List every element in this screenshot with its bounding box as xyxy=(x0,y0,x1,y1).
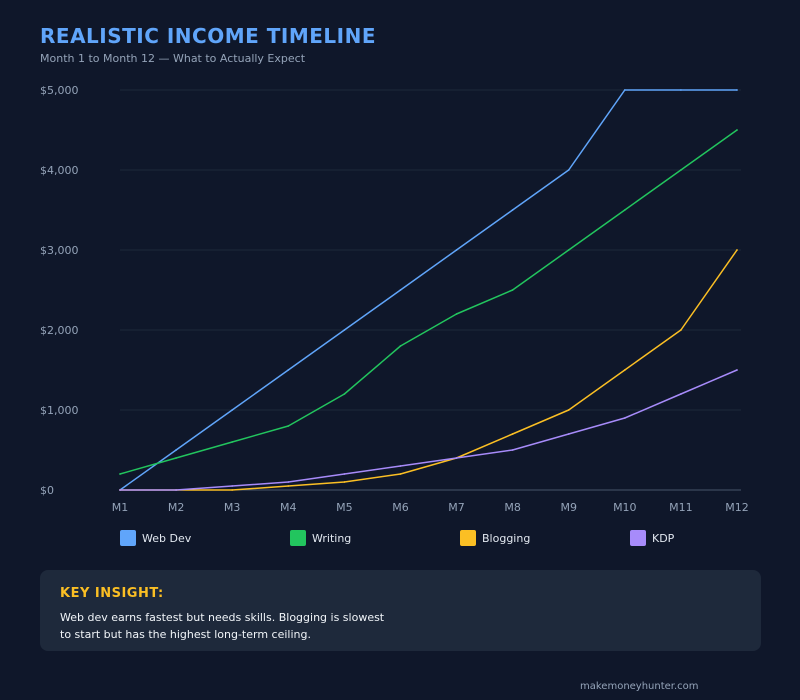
x-tick-label: M12 xyxy=(725,501,749,514)
legend-swatch-web-dev xyxy=(120,530,136,546)
y-tick-label: $2,000 xyxy=(40,324,79,337)
data-point-blogging xyxy=(287,485,290,487)
legend-label-blogging: Blogging xyxy=(482,531,531,545)
data-point-blogging xyxy=(680,329,682,331)
data-point-web-dev xyxy=(343,329,346,331)
legend-item-web-dev: Web Dev xyxy=(120,530,191,546)
data-point-web-dev xyxy=(455,249,458,251)
chart-title: REALISTIC INCOME TIMELINE xyxy=(40,24,376,48)
x-tick-label: M7 xyxy=(448,501,465,514)
data-point-web-dev xyxy=(736,89,738,91)
data-point-kdp xyxy=(399,465,402,467)
data-point-web-dev xyxy=(567,169,570,171)
series-line-kdp xyxy=(120,369,738,491)
legend-swatch-writing xyxy=(290,530,306,546)
series-line-blogging xyxy=(120,249,738,491)
data-point-blogging xyxy=(231,489,234,491)
key-insight-box: KEY INSIGHT: Web dev earns fastest but n… xyxy=(40,570,761,651)
data-point-kdp xyxy=(623,417,626,419)
x-tick-label: M10 xyxy=(613,501,637,514)
key-insight-line-1: Web dev earns fastest but needs skills. … xyxy=(60,611,385,624)
data-point-kdp xyxy=(680,393,682,395)
data-point-kdp xyxy=(455,457,458,459)
x-axis-ticks: M1 M2 M3 M4 M5 M6 M7 M8 M9 M10 M11 M12 xyxy=(112,501,749,514)
data-point-blogging xyxy=(511,433,514,435)
series-line-web-dev xyxy=(119,89,737,491)
data-point-writing xyxy=(399,345,402,347)
data-point-web-dev xyxy=(623,89,626,91)
data-point-kdp xyxy=(175,489,177,491)
data-point-web-dev xyxy=(511,209,514,211)
x-tick-label: M9 xyxy=(560,501,577,514)
key-insight-text: Web dev earns fastest but needs skills. … xyxy=(60,609,400,643)
y-tick-label: $4,000 xyxy=(40,164,79,177)
x-tick-label: M3 xyxy=(224,501,241,514)
y-tick-label: $3,000 xyxy=(40,244,79,257)
data-point-web-dev xyxy=(399,289,402,291)
data-point-kdp xyxy=(511,449,514,451)
y-tick-label: $5,000 xyxy=(40,84,79,97)
data-point-kdp xyxy=(287,481,290,483)
data-point-writing xyxy=(119,473,121,475)
data-point-writing xyxy=(680,169,682,171)
data-point-kdp xyxy=(231,485,234,487)
data-point-kdp xyxy=(119,489,121,491)
y-axis-ticks: $0 $1,000 $2,000 $3,000 $4,000 $5,000 xyxy=(40,84,79,497)
data-point-writing xyxy=(736,129,738,131)
data-point-web-dev xyxy=(287,369,290,371)
data-point-web-dev xyxy=(680,89,682,91)
data-point-blogging xyxy=(343,481,346,483)
data-point-blogging xyxy=(736,249,738,251)
data-point-writing xyxy=(511,289,514,291)
legend-label-kdp: KDP xyxy=(652,531,675,545)
x-tick-label: M5 xyxy=(336,501,353,514)
legend-label-writing: Writing xyxy=(312,531,352,545)
data-point-kdp xyxy=(567,433,570,435)
x-tick-label: M6 xyxy=(392,501,409,514)
y-tick-label: $0 xyxy=(40,484,54,497)
legend-swatch-blogging xyxy=(460,530,476,546)
legend-label-web-dev: Web Dev xyxy=(142,531,192,545)
x-tick-label: M1 xyxy=(112,501,129,514)
data-point-writing xyxy=(287,425,290,427)
data-point-web-dev xyxy=(175,449,177,451)
data-point-writing xyxy=(175,457,177,459)
data-point-kdp xyxy=(736,369,738,371)
key-insight-heading: KEY INSIGHT: xyxy=(60,586,164,601)
data-point-kdp xyxy=(343,473,346,475)
y-tick-label: $1,000 xyxy=(40,404,79,417)
data-point-writing xyxy=(455,313,458,315)
key-insight-line-2: to start but has the highest long-term c… xyxy=(60,628,311,641)
x-tick-label: M8 xyxy=(504,501,521,514)
data-point-writing xyxy=(623,209,626,211)
data-point-blogging xyxy=(623,369,626,371)
legend-item-kdp: KDP xyxy=(630,530,674,546)
footer-site-link[interactable]: makemoneyhunter.com xyxy=(580,681,699,692)
legend-item-writing: Writing xyxy=(290,530,351,546)
data-point-writing xyxy=(343,393,346,395)
chart-subtitle: Month 1 to Month 12 — What to Actually E… xyxy=(40,52,306,65)
legend-item-blogging: Blogging xyxy=(460,530,530,546)
data-point-writing xyxy=(231,441,234,443)
grid-lines xyxy=(120,89,741,491)
x-tick-label: M2 xyxy=(168,501,185,514)
data-point-blogging xyxy=(399,473,402,475)
series-line-writing xyxy=(119,129,738,475)
series-lines xyxy=(119,89,738,491)
x-tick-label: M4 xyxy=(280,501,297,514)
x-tick-label: M11 xyxy=(669,501,693,514)
legend-swatch-kdp xyxy=(630,530,646,546)
data-point-blogging xyxy=(567,409,570,411)
data-point-web-dev xyxy=(231,409,234,411)
data-point-writing xyxy=(567,249,570,251)
